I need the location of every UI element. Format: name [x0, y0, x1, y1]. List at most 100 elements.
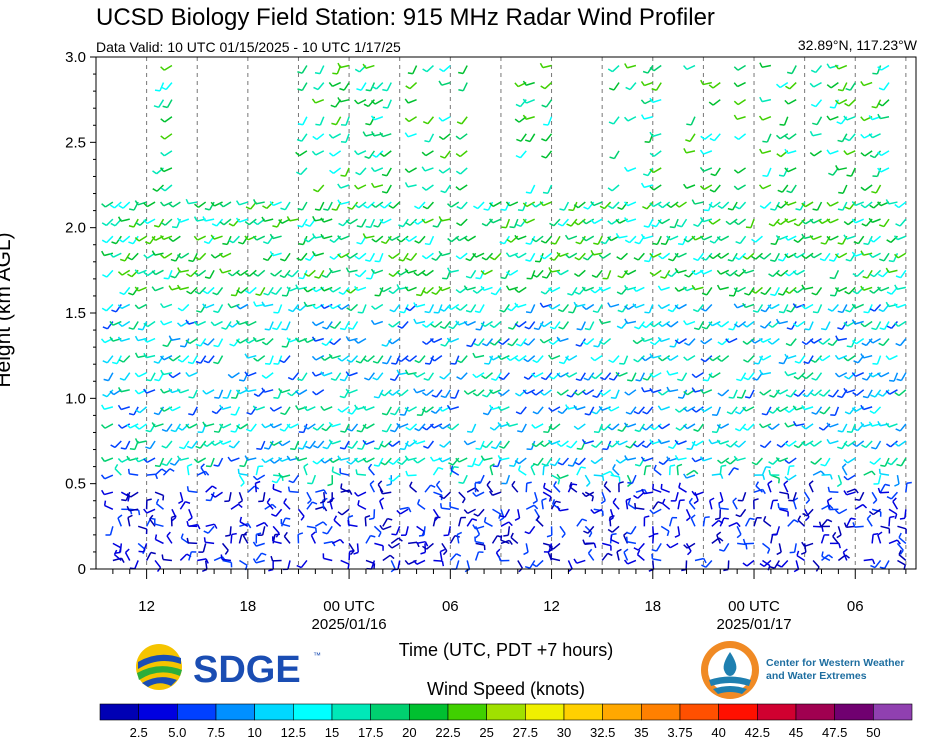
wind-barb — [725, 218, 738, 226]
wind-barb — [340, 483, 350, 493]
wind-barb — [868, 508, 882, 516]
wind-barb — [347, 519, 358, 528]
wind-barb — [245, 423, 257, 432]
wind-barb — [153, 519, 164, 528]
wind-barb — [143, 201, 156, 208]
wind-barb — [319, 492, 326, 504]
wind-barb — [690, 514, 696, 527]
wind-barb — [357, 304, 367, 314]
wind-barb — [416, 406, 426, 417]
wind-barb — [674, 201, 687, 208]
wind-barb — [100, 474, 114, 480]
wind-barb — [168, 372, 181, 379]
wind-barb — [640, 336, 654, 343]
wind-barb — [699, 149, 713, 155]
wind-barb — [180, 338, 190, 348]
wind-barb — [600, 491, 606, 505]
wind-barb — [584, 525, 593, 538]
wind-barb — [431, 389, 443, 398]
wind-barb — [404, 369, 417, 376]
wind-barb — [643, 167, 654, 177]
wind-barb — [474, 304, 485, 314]
wind-barb — [377, 480, 384, 493]
wind-barb — [640, 456, 654, 462]
wind-barb — [177, 267, 189, 273]
wind-barb — [860, 133, 873, 139]
wind-barb — [894, 201, 907, 209]
wind-barb — [699, 456, 713, 462]
colorbar-tick-label: 30 — [557, 725, 571, 740]
wind-barb — [414, 201, 426, 210]
wind-barb — [205, 485, 217, 493]
wind-barb — [154, 491, 165, 501]
wind-barb — [649, 353, 662, 359]
wind-barb — [278, 472, 291, 479]
wind-barb — [102, 269, 114, 278]
wind-barb — [154, 82, 165, 92]
wind-barb — [658, 252, 671, 260]
wind-barb — [269, 201, 282, 207]
wind-barb — [266, 497, 274, 510]
wind-barb — [501, 474, 511, 485]
wind-barb — [868, 372, 881, 378]
wind-barb — [769, 389, 780, 398]
wind-barb — [388, 440, 401, 447]
wind-barb — [575, 235, 586, 245]
wind-barb — [185, 198, 198, 205]
wind-barb — [379, 524, 392, 531]
wind-barb — [812, 201, 823, 211]
wind-barb — [278, 440, 291, 447]
wind-barb — [851, 372, 865, 378]
wind-barb — [567, 287, 578, 296]
wind-barb — [244, 286, 257, 294]
wind-barb — [329, 338, 342, 346]
wind-barb — [701, 252, 713, 261]
wind-barb — [424, 304, 435, 314]
wind-barb — [497, 354, 510, 361]
wind-barb — [653, 464, 662, 476]
wind-barb — [101, 218, 114, 227]
wind-barb — [700, 79, 713, 86]
wind-barb — [700, 355, 713, 363]
wind-barb — [228, 440, 240, 449]
wind-barb — [878, 218, 890, 228]
wind-barb — [872, 355, 882, 365]
wind-barb — [244, 386, 257, 393]
wind-barb — [290, 440, 300, 451]
wind-barb — [651, 82, 662, 91]
wind-barb — [877, 99, 890, 107]
wind-barb — [278, 387, 291, 394]
wind-barb — [708, 218, 721, 225]
wind-barb — [869, 235, 882, 243]
wind-barb — [499, 508, 511, 518]
wind-barb — [508, 321, 519, 330]
wind-barb — [490, 372, 502, 381]
wind-barb — [374, 287, 384, 297]
wind-barb — [590, 218, 603, 225]
wind-barb — [369, 480, 376, 493]
wind-barb — [363, 99, 375, 108]
wind-barb — [523, 355, 536, 363]
wind-barb — [759, 355, 772, 361]
wind-barb — [186, 520, 198, 528]
wind-barb — [644, 304, 654, 314]
wind-barb — [236, 286, 249, 294]
wind-barb — [758, 423, 772, 429]
wind-barb — [549, 321, 561, 330]
wind-barb — [463, 285, 476, 291]
wind-barb — [584, 474, 591, 487]
wind-barb — [151, 250, 164, 256]
wind-barb — [810, 99, 823, 108]
wind-barb — [844, 99, 856, 107]
wind-barb — [113, 549, 122, 562]
wind-barb — [767, 423, 780, 430]
wind-barb — [640, 182, 653, 189]
wind-barb — [413, 439, 426, 445]
wind-barb — [312, 423, 325, 431]
wind-barb — [734, 423, 747, 432]
wind-barb — [846, 338, 856, 348]
wind-barb — [416, 540, 429, 547]
wind-barb — [775, 133, 789, 140]
wind-barb — [348, 542, 355, 556]
colorbar-swatch — [447, 703, 487, 721]
